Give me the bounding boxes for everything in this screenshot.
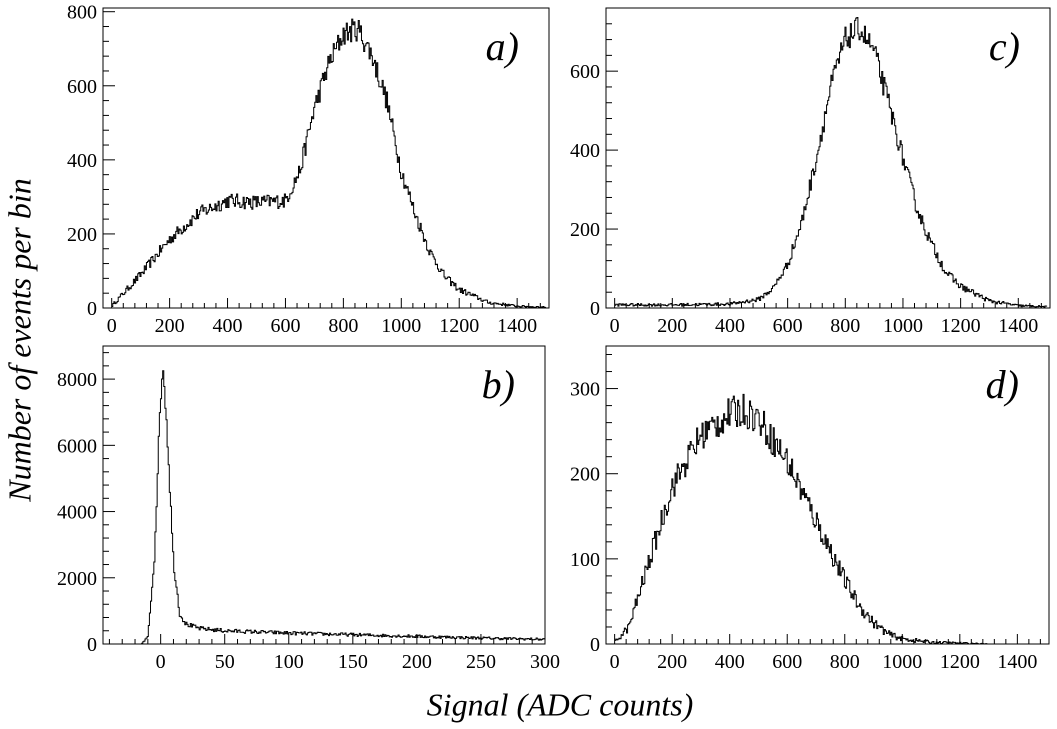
- x-tick-label: 250: [466, 651, 496, 673]
- x-tick-label: 200: [402, 651, 432, 673]
- x-tick-label: 600: [773, 315, 803, 337]
- x-axis-label: Signal (ADC counts): [426, 686, 694, 723]
- plot-frame: [605, 345, 1050, 645]
- x-tick-label: 300: [530, 651, 560, 673]
- x-tick-label: 800: [830, 315, 860, 337]
- histogram-line: [614, 16, 1048, 308]
- histogram-line: [103, 370, 545, 644]
- y-tick-label: 0: [590, 634, 600, 656]
- x-tick-label: 1200: [941, 315, 981, 337]
- plot-frame: [605, 7, 1051, 309]
- y-tick-label: 300: [570, 379, 600, 401]
- histogram-line: [111, 18, 547, 308]
- y-tick-label: 800: [67, 2, 97, 24]
- panel-label: a): [486, 24, 519, 69]
- y-tick-label: 8000: [57, 369, 97, 391]
- panel-label: c): [989, 24, 1020, 69]
- x-tick-label: 1400: [497, 315, 537, 337]
- x-tick-label: 200: [155, 315, 185, 337]
- y-tick-label: 400: [570, 140, 600, 162]
- x-tick-label: 150: [338, 651, 368, 673]
- panel-d: 0 200 400 600 800 1000 1200 1400 0 100 200 300 d): [570, 345, 1050, 673]
- x-tick-label: 400: [715, 315, 745, 337]
- x-tick-label: 400: [213, 315, 243, 337]
- y-tick-label: 2000: [57, 568, 97, 590]
- y-tick-label: 0: [87, 298, 97, 320]
- x-tick-label: 0: [610, 651, 620, 673]
- x-tick-label: 0: [610, 315, 620, 337]
- y-tick-label: 100: [570, 549, 600, 571]
- x-tick-label: 200: [657, 651, 687, 673]
- y-axis-label: Number of events per bin: [1, 178, 38, 502]
- x-tick-label: 50: [215, 651, 235, 673]
- y-tick-label: 0: [87, 634, 97, 656]
- panel-b: 0 50 100 150 200 250 300 0 2000 4000 6000 8000 b): [57, 345, 560, 673]
- panel-a: 0 200 400 600 800 1000 1200 1400 0 200 400 600 800 a): [67, 2, 550, 337]
- x-tick-label: 800: [830, 651, 860, 673]
- x-tick-label: 100: [274, 651, 304, 673]
- y-tick-label: 600: [570, 61, 600, 83]
- x-tick-label: 600: [772, 651, 802, 673]
- y-tick-label: 6000: [57, 435, 97, 457]
- plot-frame: [102, 345, 546, 645]
- panel-label: b): [482, 362, 515, 407]
- x-tick-label: 600: [270, 315, 300, 337]
- y-tick-label: 600: [67, 76, 97, 98]
- y-tick-label: 400: [67, 150, 97, 172]
- y-tick-label: 200: [570, 219, 600, 241]
- x-tick-label: 800: [328, 315, 358, 337]
- panel-label: d): [986, 362, 1019, 407]
- x-tick-label: 0: [156, 651, 166, 673]
- y-tick-label: 200: [67, 224, 97, 246]
- y-tick-label: 0: [590, 298, 600, 320]
- x-tick-label: 1400: [997, 651, 1037, 673]
- x-tick-label: 1200: [940, 651, 980, 673]
- plot-frame: [102, 7, 550, 309]
- panel-c: 0 200 400 600 800 1000 1200 1400 0 200 400 600 c): [570, 7, 1051, 337]
- y-tick-label: 200: [570, 464, 600, 486]
- x-tick-label: 0: [107, 315, 117, 337]
- x-tick-label: 1200: [439, 315, 479, 337]
- x-tick-label: 1000: [381, 315, 421, 337]
- histogram-line: [614, 393, 1047, 644]
- x-tick-label: 200: [657, 315, 687, 337]
- x-tick-label: 400: [715, 651, 745, 673]
- x-tick-label: 1000: [882, 651, 922, 673]
- x-tick-label: 1400: [998, 315, 1038, 337]
- y-tick-label: 4000: [57, 502, 97, 524]
- x-tick-label: 1000: [883, 315, 923, 337]
